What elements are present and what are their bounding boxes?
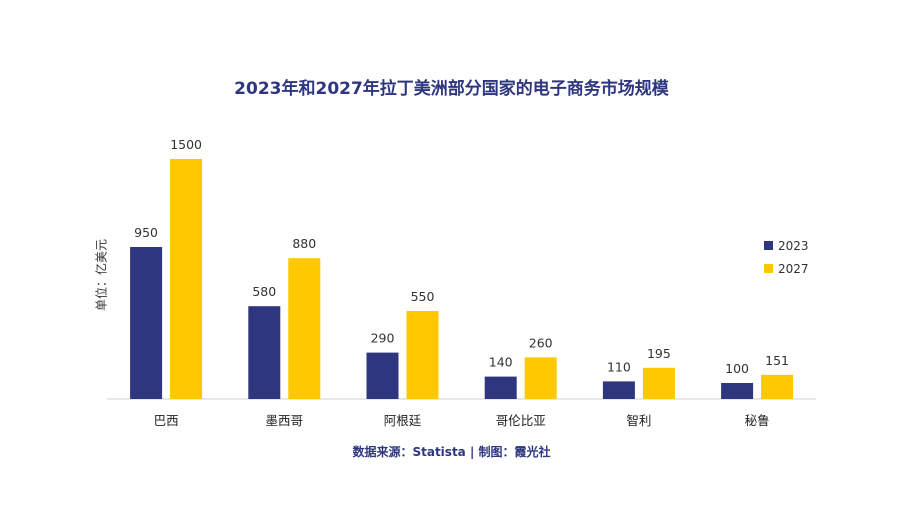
legend-label-2027: 2027	[778, 261, 809, 276]
bar-argentina-2023	[366, 352, 399, 399]
data-label-mexico-2023: 580	[252, 284, 276, 299]
bar-argentina-2027	[406, 311, 439, 399]
data-label-peru-2023: 100	[725, 361, 749, 376]
x-tick-label-mexico: 墨西哥	[266, 413, 304, 428]
x-tick-label-colombia: 哥伦比亚	[496, 413, 546, 428]
bar-brazil-2023	[130, 247, 163, 399]
data-label-brazil-2027: 1500	[170, 137, 202, 152]
chart-title: 2023年和2027年拉丁美洲部分国家的电子商务市场规模	[234, 79, 669, 99]
x-tick-label-argentina: 阿根廷	[384, 413, 422, 428]
data-label-chile-2027: 195	[647, 346, 671, 361]
data-label-colombia-2023: 140	[489, 355, 513, 370]
legend-item-2023: 2023	[764, 234, 809, 257]
data-label-argentina-2023: 290	[371, 331, 395, 346]
x-tick-label-peru: 秘鲁	[745, 413, 770, 428]
data-label-brazil-2023: 950	[134, 225, 158, 240]
bar-brazil-2027	[170, 159, 203, 399]
data-label-argentina-2027: 550	[411, 289, 435, 304]
bar-chile-2027	[642, 367, 675, 399]
source-note: 数据来源：Statista | 制图：霞光社	[352, 445, 551, 459]
legend-swatch-2023	[764, 241, 773, 250]
bar-peru-2027	[761, 374, 794, 399]
data-label-peru-2027: 151	[765, 353, 789, 368]
data-label-colombia-2027: 260	[529, 335, 553, 350]
legend: 2023 2027	[764, 234, 809, 280]
legend-swatch-2027	[764, 264, 773, 273]
legend-label-2023: 2023	[778, 238, 809, 253]
bar-peru-2023	[721, 383, 754, 399]
data-label-chile-2023: 110	[607, 359, 631, 374]
bar-colombia-2023	[484, 376, 517, 399]
bar-mexico-2023	[248, 306, 281, 399]
legend-item-2027: 2027	[764, 257, 809, 280]
bar-mexico-2027	[288, 258, 321, 399]
x-tick-label-brazil: 巴西	[154, 413, 179, 428]
data-label-mexico-2027: 880	[292, 236, 316, 251]
x-tick-label-chile: 智利	[626, 413, 651, 428]
bar-chile-2023	[602, 381, 635, 399]
bar-colombia-2027	[524, 357, 557, 399]
bars-group: 950 1500 巴西 580 880 墨西哥 290 550 阿根廷 140 260 哥伦比亚 110…	[130, 137, 794, 428]
